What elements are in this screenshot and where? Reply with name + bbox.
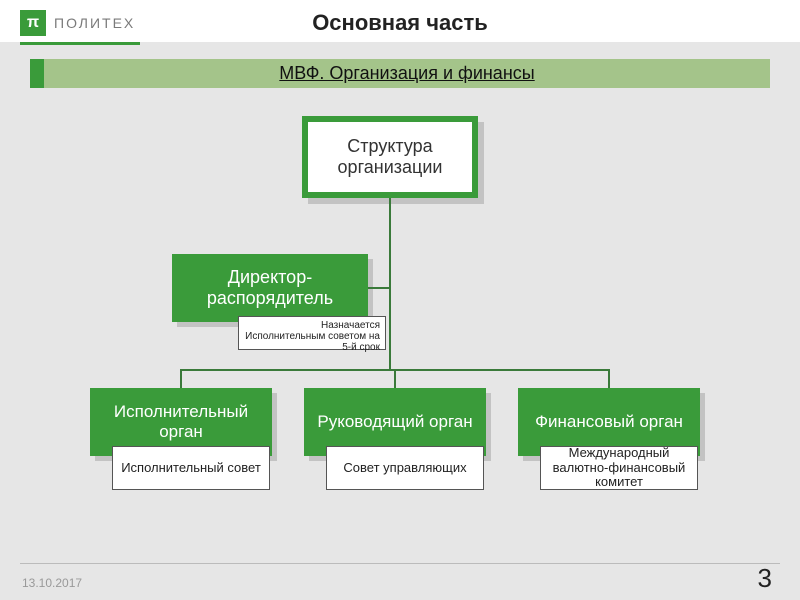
subnote-branch-0: Исполнительный совет [112,446,270,490]
subnote-branch-2: Международный валютно-финансовый комитет [540,446,698,490]
connector-branch-1 [394,370,396,388]
node-director: Директор-распорядитель [172,254,368,322]
header: π ПОЛИТЕХ Основная часть [0,0,800,42]
node-root: Структура организации [302,116,478,198]
header-underline [20,42,140,45]
diagram-canvas: Структура организации Директор-распорядит… [0,88,800,558]
page-title: Основная часть [0,10,800,36]
note-director: Назначается Исполнительным советом на 5-… [238,316,386,350]
connector-root-vertical [389,198,391,370]
connector-branch-0 [180,370,182,388]
subtitle-bar: МВФ. Организация и финансы [30,59,770,88]
connector-director [368,287,390,289]
footer-date: 13.10.2017 [22,576,82,590]
footer-separator [20,563,780,564]
connector-branch-2 [608,370,610,388]
subnote-branch-1: Совет управляющих [326,446,484,490]
footer-page-number: 3 [758,563,772,594]
